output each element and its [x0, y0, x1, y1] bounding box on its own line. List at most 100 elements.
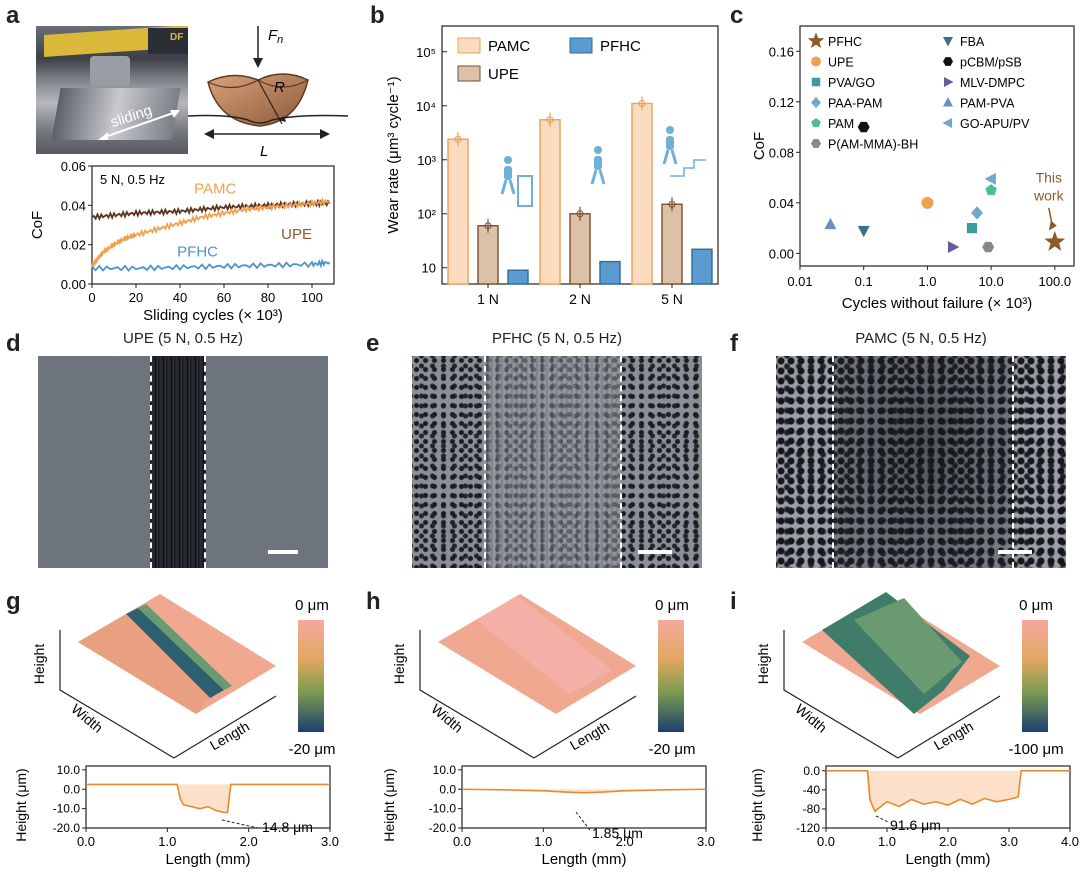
panel-label-e: e [366, 330, 380, 357]
annotation-arrow [575, 811, 591, 831]
data-point-fba [857, 225, 870, 238]
x-axis-label: Sliding cycles (× 10³) [143, 307, 283, 324]
data-point [546, 116, 554, 124]
x-tick-label: 100 [301, 290, 323, 305]
legend-label-upe: UPE [828, 56, 854, 70]
y-tick-label: -10.0 [53, 802, 81, 816]
icon-head [504, 156, 512, 164]
y-tick-label: 10⁴ [416, 99, 436, 114]
x-tick-label: 1.0 [534, 834, 552, 849]
force-label: F [268, 27, 278, 44]
y-axis-label: Wear rate (μm³ cycle⁻¹) [385, 76, 402, 233]
legend-marker-upe [811, 56, 821, 67]
bar-pamc [631, 102, 653, 285]
y-tick-label: 0.16 [769, 44, 794, 59]
walking-figure-icon [590, 146, 606, 185]
panel-label-i: i [730, 588, 737, 615]
legend-marker-pam [811, 118, 821, 128]
scale-bar [998, 550, 1032, 554]
x-axis-label: Length (mm) [905, 851, 990, 868]
panel-label-f: f [730, 330, 738, 357]
legend-label-pva-go: PVA/GO [828, 76, 875, 90]
legend-label-mlv-dmpc: MLV-DMPC [960, 76, 1025, 90]
axis-height-label: Height [31, 644, 47, 685]
y-axis-label: Height (μm) [13, 768, 29, 841]
data-point-pam-pva [824, 217, 837, 230]
data-point-pcbm-psb [857, 121, 870, 133]
worn-band [476, 596, 612, 694]
profile-annotation: 91.6 μm [890, 817, 941, 833]
x-tick-label: 1.0 [878, 834, 896, 849]
colorbar-bottom-label: -20 μm [289, 741, 336, 758]
x-axis-label: Length (mm) [165, 851, 250, 868]
legend-swatch-pfhc [569, 37, 593, 54]
data-point-p-am-mma-bh [982, 241, 995, 253]
svg-text:Fn: Fn [268, 27, 283, 46]
data-point-pfhc [1044, 231, 1066, 251]
profile-fill [86, 784, 330, 813]
profile-line [461, 788, 707, 794]
colorbar-bottom-label: -100 μm [1008, 741, 1063, 758]
track-boundary-right [620, 356, 622, 568]
data-point-upe [921, 196, 934, 209]
legend-marker-pfhc [807, 32, 825, 49]
axis-lines [783, 630, 899, 759]
annotation-arrowhead [1048, 220, 1057, 231]
series-label-pamc: PAMC [194, 181, 236, 198]
legend-marker-mlv-dmpc [944, 77, 954, 87]
y-tick-label: 0.0 [439, 782, 456, 796]
sem-title-f: PAMC (5 N, 0.5 Hz) [855, 330, 987, 347]
axis-length-line [897, 695, 1001, 759]
track-boundary-right [204, 356, 206, 568]
bar-pamc [539, 119, 561, 285]
data-point [638, 100, 646, 108]
icon-leg [662, 149, 670, 165]
icon-leg [508, 179, 516, 195]
icon-body [594, 156, 602, 170]
chart-annotation: 5 N, 0.5 Hz [100, 172, 165, 187]
chart-c: 0.01 0.1 1.0 10.0 100.0 0.00 0.04 0.08 0.12 0.16 C… [751, 25, 1075, 312]
wear-track [150, 356, 206, 568]
force-subscript: n [277, 34, 283, 46]
data-point-pam [985, 184, 997, 196]
y-axis-label: Height (μm) [381, 768, 397, 841]
x-tick-label: 0.0 [453, 834, 471, 849]
colorbar-top-label: 0 μm [295, 597, 329, 614]
sliding-arrow-icon [98, 110, 180, 140]
annotation-line: This [1036, 170, 1062, 186]
y-tick-label: 0.00 [61, 277, 86, 292]
profile-line [826, 769, 1070, 813]
x-tick-label: 2.0 [939, 834, 957, 849]
y-tick-label: 10² [417, 207, 436, 222]
x-tick-label: 3.0 [321, 834, 339, 849]
annotation-arrow [221, 819, 259, 829]
y-tick-label: -20.0 [53, 821, 81, 835]
colorbar [658, 620, 684, 732]
panel-label-g: g [6, 588, 21, 615]
data-point-pva-go [966, 223, 978, 234]
annotation-line: work [1033, 188, 1065, 204]
y-tick-label: -40 [803, 783, 821, 797]
axis-height-label: Height [755, 644, 771, 685]
legend-label-go-apu-pv: GO-APU/PV [960, 117, 1030, 131]
data-point-mlv-dmpc [947, 241, 960, 254]
y-tick-label: 0.0 [63, 782, 80, 796]
legend-label-paa-pam: PAA-PAM [828, 97, 882, 111]
series-label-pfhc: PFHC [177, 244, 218, 261]
sem-title-e: PFHC (5 N, 0.5 Hz) [491, 330, 623, 347]
y-tick-label: 0.04 [61, 198, 86, 213]
bar-upe [661, 203, 683, 285]
panel-label-d: d [6, 330, 21, 357]
legend-label-p-am-mma-bh: P(AM-MMA)-BH [828, 138, 918, 152]
icon-leg [500, 179, 508, 195]
legend-swatch-pamc [457, 37, 481, 54]
track-boundary-left [484, 356, 486, 568]
x-tick-label: 3.0 [697, 834, 715, 849]
surface-left [78, 614, 210, 714]
axis-length-label: Length [567, 718, 612, 753]
legend-label-upe: UPE [488, 66, 519, 83]
radius-label: R [274, 79, 285, 96]
series-line-pamc [91, 196, 330, 269]
axis-length-label: Length [207, 718, 252, 753]
